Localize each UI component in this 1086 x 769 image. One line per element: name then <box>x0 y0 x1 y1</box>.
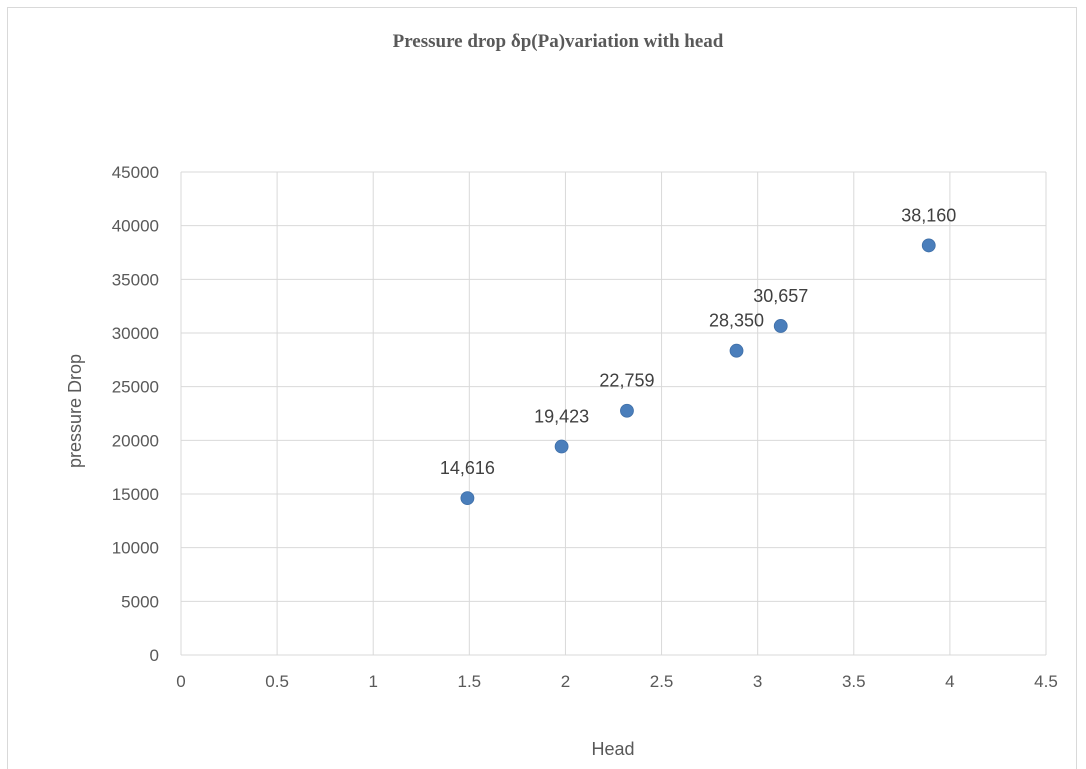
data-points <box>460 238 936 506</box>
data-label: 30,657 <box>753 286 808 306</box>
x-tick-label: 2.5 <box>650 672 674 691</box>
x-tick-label: 1 <box>368 672 377 691</box>
y-tick-label: 0 <box>150 646 159 665</box>
chart-frame <box>7 7 1077 769</box>
y-tick-label: 30000 <box>112 324 159 343</box>
data-point <box>620 403 634 418</box>
grid <box>180 171 1047 656</box>
x-tick-label: 0 <box>176 672 185 691</box>
tick-labels: 0 5000 10000 15000 20000 25000 30000 35000 40000… <box>112 163 1058 691</box>
y-tick-label: 40000 <box>112 217 159 236</box>
data-label: 28,350 <box>709 311 764 331</box>
x-tick-label: 2 <box>561 672 570 691</box>
data-labels: 14,616 19,423 22,759 28,350 30,657 38,160 <box>440 205 956 478</box>
data-point <box>460 491 475 506</box>
data-label: 14,616 <box>440 458 495 478</box>
y-tick-label: 35000 <box>112 270 159 289</box>
x-tick-label: 4.5 <box>1034 672 1058 691</box>
x-tick-label: 3.5 <box>842 672 866 691</box>
chart-title: Pressure drop δp(Pa)variation with head <box>393 31 724 52</box>
x-axis-label: Head <box>591 739 634 759</box>
y-tick-label: 15000 <box>112 485 159 504</box>
data-label: 22,759 <box>599 371 654 391</box>
data-label: 38,160 <box>901 205 956 225</box>
y-axis-label: pressure Drop <box>65 354 85 468</box>
y-tick-label: 45000 <box>112 163 159 182</box>
data-label: 19,423 <box>534 407 589 427</box>
data-point <box>554 439 569 454</box>
x-tick-label: 1.5 <box>458 672 482 691</box>
data-point <box>773 319 788 333</box>
y-tick-label: 5000 <box>121 592 159 611</box>
data-point <box>921 238 936 253</box>
x-tick-label: 0.5 <box>265 672 289 691</box>
x-tick-label: 4 <box>945 672 954 691</box>
y-tick-label: 25000 <box>112 378 159 397</box>
x-tick-label: 3 <box>753 672 762 691</box>
y-tick-label: 10000 <box>112 539 159 558</box>
y-tick-label: 20000 <box>112 431 159 450</box>
data-point <box>729 343 744 358</box>
